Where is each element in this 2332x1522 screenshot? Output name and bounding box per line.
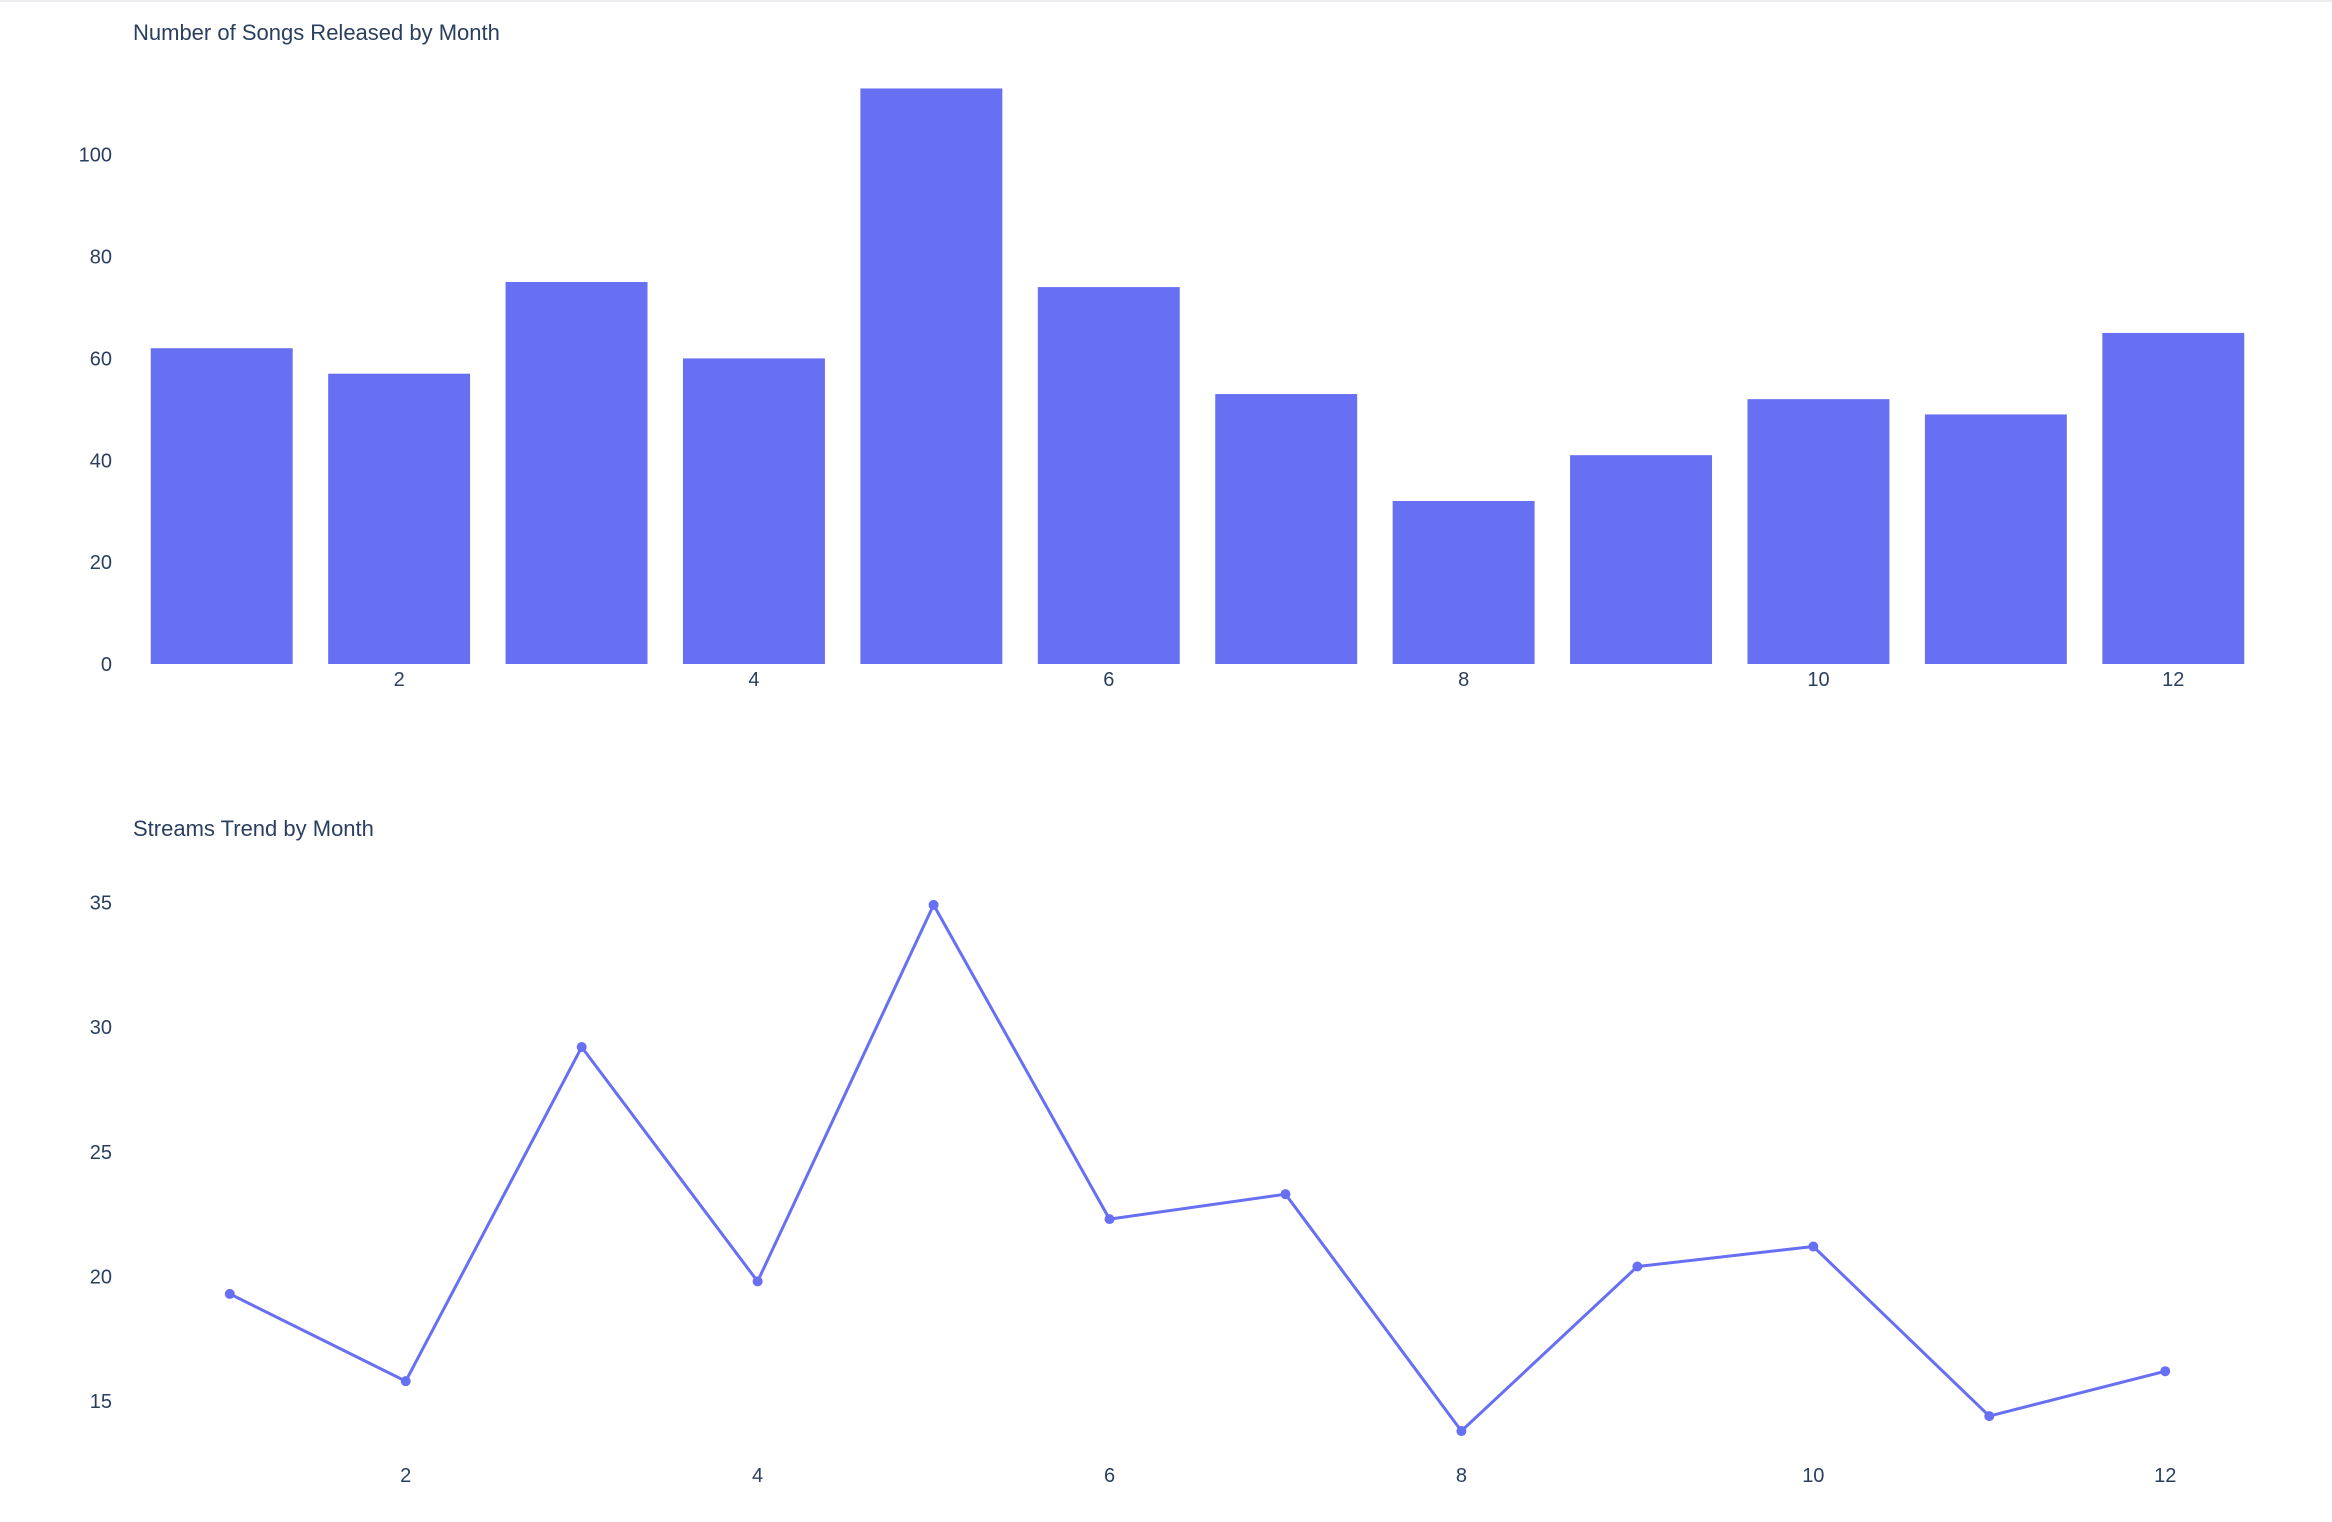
- point-month-7: [1280, 1189, 1291, 1200]
- bar-month-10: [1747, 399, 1890, 664]
- point-month-10: [1808, 1241, 1819, 1252]
- streams-y-axis: 15 20 25 30 35: [90, 892, 112, 1413]
- x-tick-label: 12: [2154, 1465, 2176, 1487]
- y-tick-label: 80: [90, 247, 112, 269]
- streams-line: [229, 903, 2166, 1433]
- bar-month-12: [2102, 332, 2245, 664]
- songs-y-axis: 0 20 40 60 80 100: [79, 145, 112, 676]
- y-tick-label: 20: [90, 552, 112, 574]
- point-month-2: [400, 1376, 411, 1387]
- streams-points: [224, 899, 2171, 1437]
- streams-line-chart: Streams Trend by Month 15 20 25 30 35 2 4 6 8 10…: [90, 816, 2177, 1487]
- x-tick-label: 2: [394, 669, 405, 691]
- y-tick-label: 100: [79, 145, 112, 167]
- songs-x-axis: 2 4 6 8 10 12: [394, 669, 2185, 691]
- streams-line-series: [229, 903, 2166, 1433]
- bar-month-7: [1215, 394, 1358, 664]
- x-tick-label: 8: [1456, 1465, 1467, 1487]
- songs-bars: [150, 88, 2245, 664]
- y-tick-label: 40: [90, 450, 112, 472]
- point-month-12: [2160, 1366, 2171, 1377]
- y-tick-label: 20: [90, 1266, 112, 1288]
- bar-month-1: [150, 348, 293, 664]
- streams-x-axis: 2 4 6 8 10 12: [400, 1465, 2176, 1487]
- x-tick-label: 10: [1802, 1465, 1824, 1487]
- x-tick-label: 4: [748, 669, 759, 691]
- y-tick-label: 30: [90, 1017, 112, 1039]
- songs-chart-title: Number of Songs Released by Month: [133, 20, 500, 45]
- point-month-3: [576, 1042, 587, 1053]
- bar-month-3: [505, 282, 648, 664]
- bar-month-8: [1392, 501, 1535, 664]
- top-divider: [0, 0, 2332, 2]
- x-tick-label: 6: [1104, 1465, 1115, 1487]
- point-month-9: [1632, 1261, 1643, 1272]
- point-month-1: [224, 1288, 235, 1299]
- songs-bar-chart: Number of Songs Released by Month 0 20 40 6…: [79, 20, 2245, 691]
- y-tick-label: 35: [90, 892, 112, 914]
- x-tick-label: 10: [1807, 669, 1829, 691]
- x-tick-label: 6: [1103, 669, 1114, 691]
- y-tick-label: 25: [90, 1142, 112, 1164]
- point-month-5: [928, 899, 939, 910]
- bar-month-6: [1037, 287, 1180, 664]
- y-tick-label: 0: [101, 654, 112, 676]
- point-month-11: [1984, 1411, 1995, 1422]
- y-tick-label: 60: [90, 348, 112, 370]
- streams-chart-title: Streams Trend by Month: [133, 816, 374, 841]
- bar-month-9: [1570, 455, 1713, 664]
- x-tick-label: 2: [400, 1465, 411, 1487]
- x-tick-label: 4: [752, 1465, 763, 1487]
- bar-month-2: [328, 373, 471, 664]
- x-tick-label: 12: [2162, 669, 2184, 691]
- point-month-4: [752, 1276, 763, 1287]
- bar-month-4: [682, 358, 825, 664]
- point-month-6: [1104, 1214, 1115, 1225]
- bar-month-5: [860, 88, 1003, 664]
- bar-month-11: [1924, 414, 2067, 664]
- point-month-8: [1456, 1426, 1467, 1437]
- x-tick-label: 8: [1458, 669, 1469, 691]
- y-tick-label: 15: [90, 1391, 112, 1413]
